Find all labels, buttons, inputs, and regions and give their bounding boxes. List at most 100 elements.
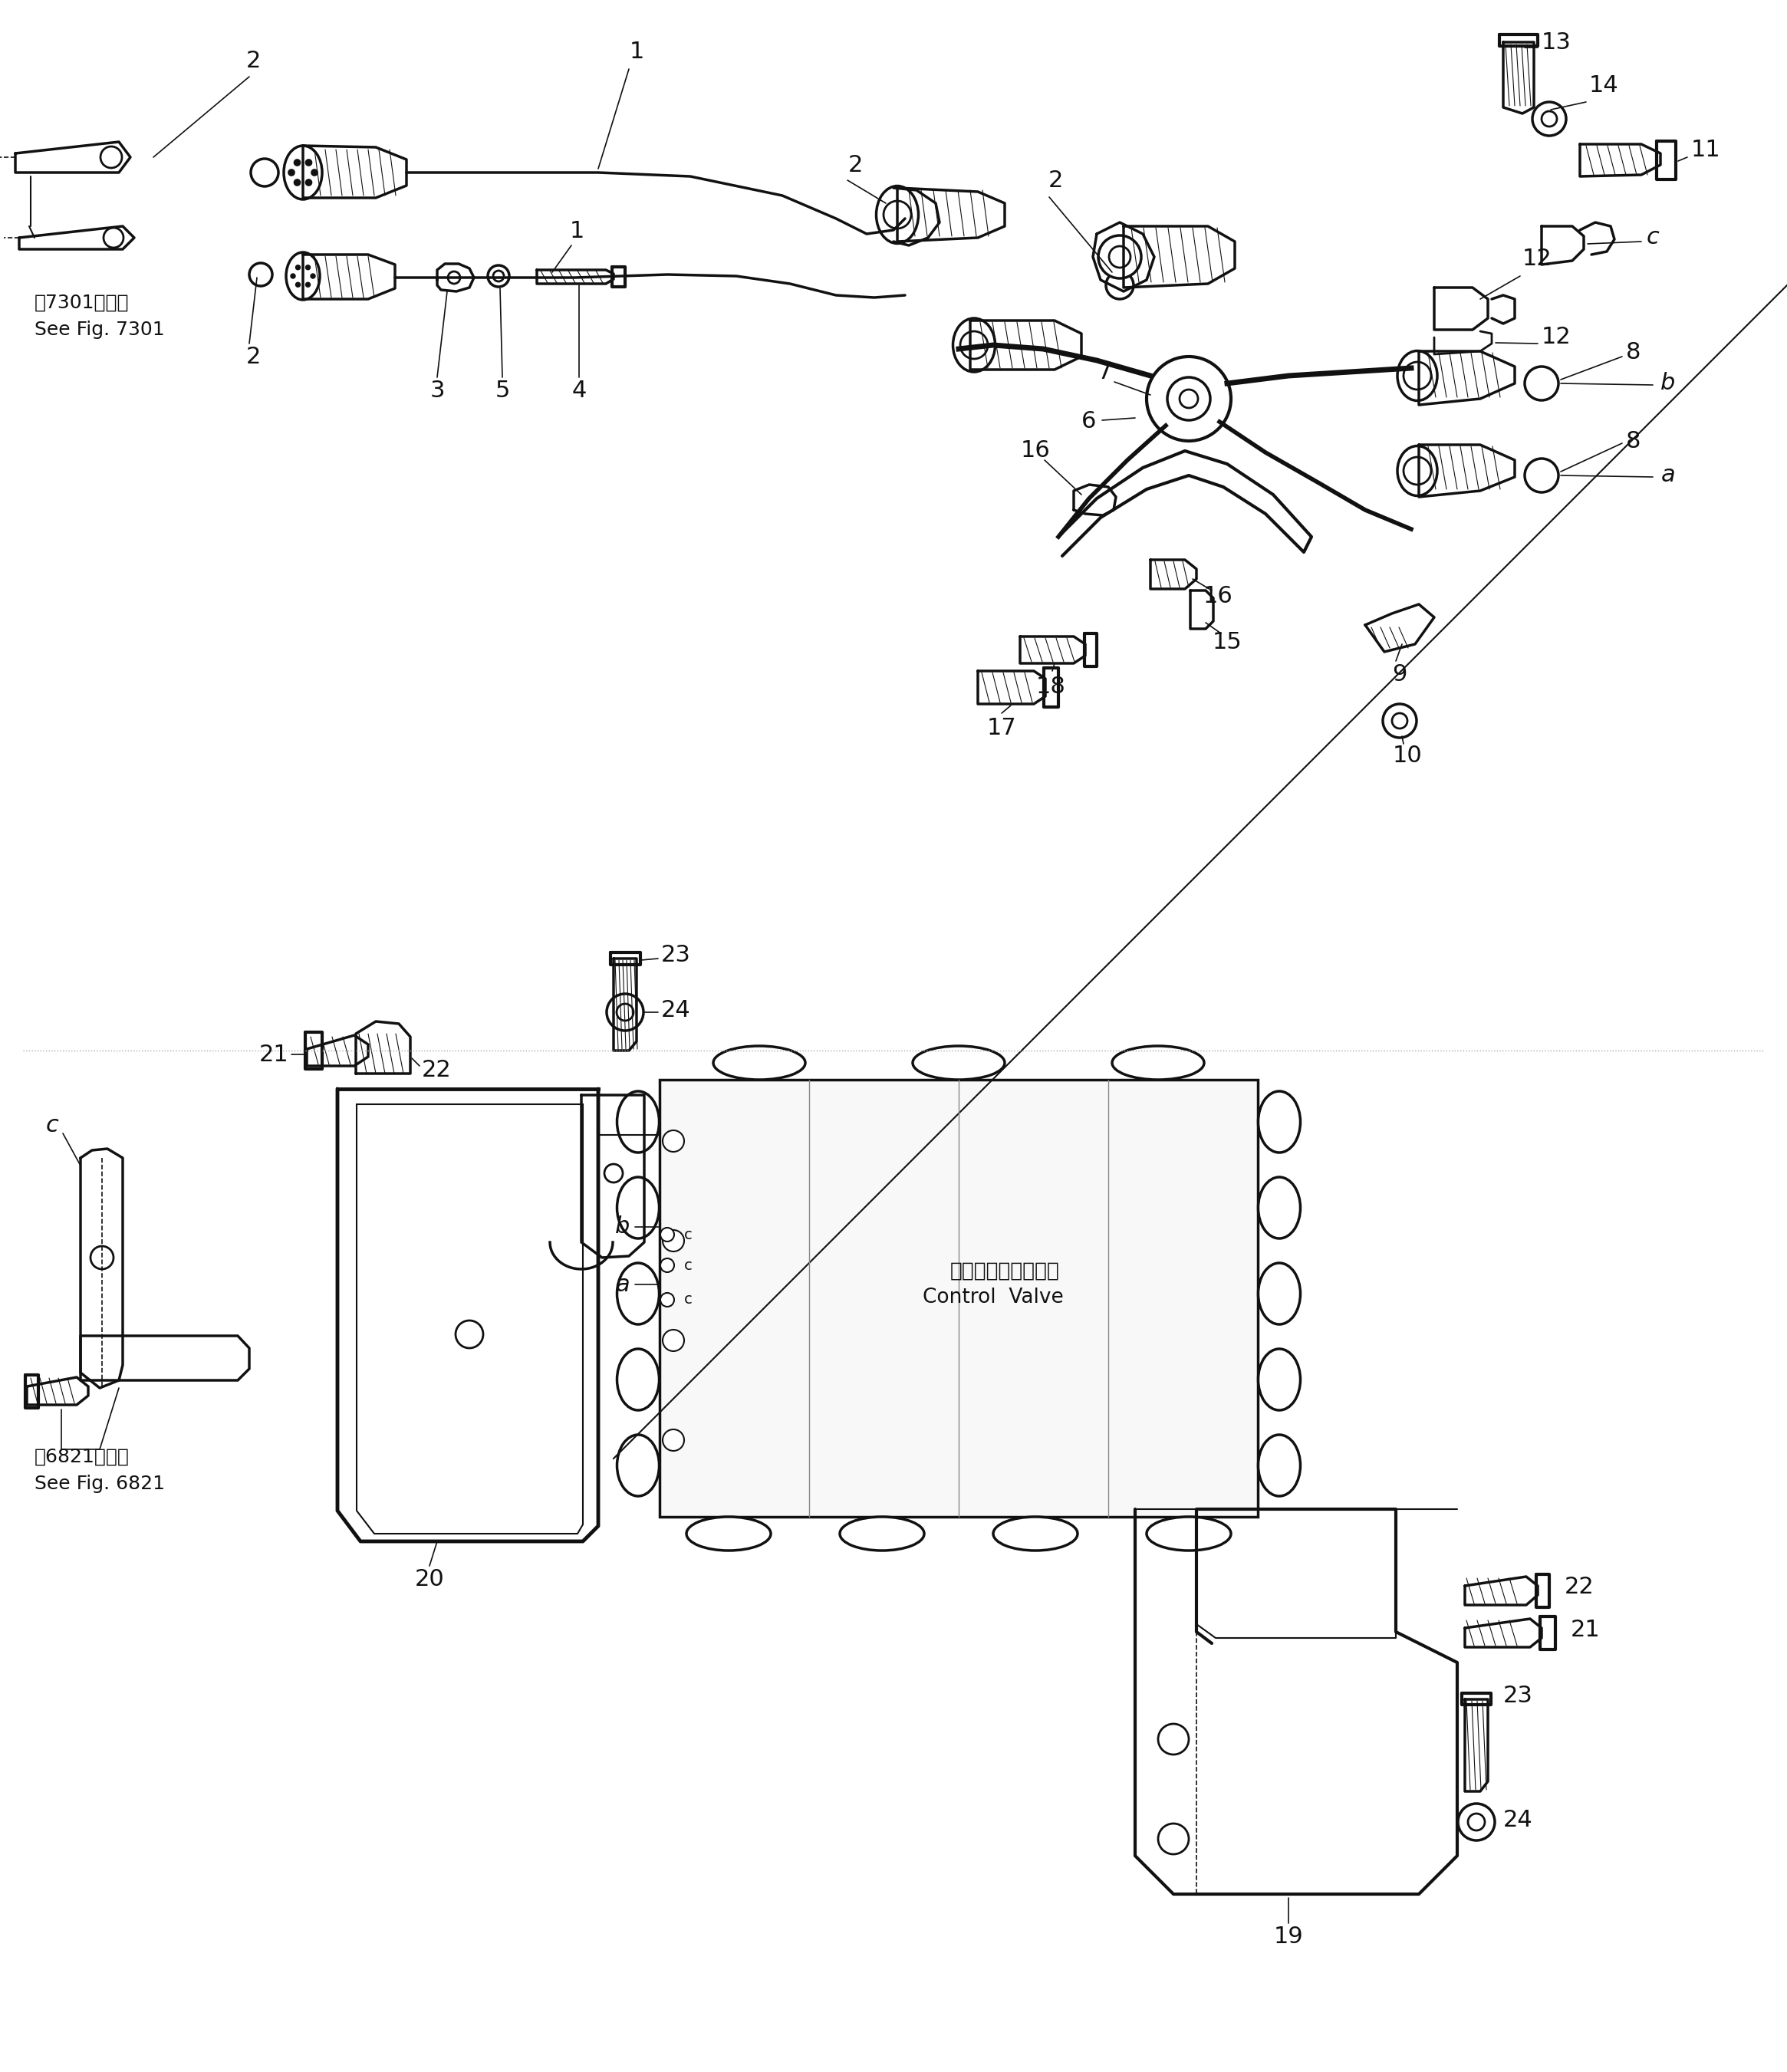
Circle shape — [1167, 377, 1210, 421]
Bar — [659, 1080, 1258, 1517]
Ellipse shape — [1258, 1264, 1301, 1324]
Ellipse shape — [876, 186, 919, 244]
Circle shape — [1106, 271, 1133, 298]
Text: 10: 10 — [1392, 744, 1422, 767]
Text: c: c — [46, 1115, 59, 1138]
Circle shape — [306, 160, 311, 166]
Circle shape — [661, 1229, 674, 1241]
Text: 22: 22 — [1565, 1577, 1594, 1598]
Circle shape — [449, 271, 461, 284]
Circle shape — [1392, 713, 1408, 729]
Circle shape — [493, 271, 504, 282]
Text: 1: 1 — [629, 41, 643, 64]
Circle shape — [288, 170, 295, 176]
Circle shape — [1467, 1813, 1485, 1830]
Text: コントロールバルブ: コントロールバルブ — [951, 1262, 1060, 1280]
Ellipse shape — [617, 1264, 659, 1324]
Circle shape — [311, 170, 318, 176]
Text: 23: 23 — [661, 943, 692, 966]
Circle shape — [960, 332, 988, 358]
Text: 18: 18 — [1036, 675, 1065, 698]
Text: 21: 21 — [259, 1044, 288, 1065]
Circle shape — [456, 1320, 482, 1349]
Text: 13: 13 — [1542, 31, 1571, 54]
Text: 23: 23 — [1503, 1685, 1533, 1707]
Circle shape — [1403, 363, 1431, 390]
Circle shape — [661, 1293, 674, 1307]
Text: 第6821図参照: 第6821図参照 — [34, 1448, 129, 1467]
Circle shape — [663, 1231, 684, 1251]
Circle shape — [100, 147, 122, 168]
Circle shape — [1403, 458, 1431, 485]
Text: 17: 17 — [986, 717, 1017, 740]
Circle shape — [295, 265, 300, 269]
Text: 2: 2 — [245, 50, 261, 73]
Circle shape — [606, 995, 643, 1030]
Ellipse shape — [1147, 1517, 1231, 1550]
Text: 3: 3 — [429, 379, 445, 402]
Ellipse shape — [1397, 350, 1437, 400]
Text: 8: 8 — [1626, 429, 1640, 452]
Circle shape — [604, 1164, 622, 1183]
Circle shape — [311, 274, 315, 278]
Text: 22: 22 — [422, 1059, 452, 1082]
Circle shape — [248, 263, 272, 286]
Text: 20: 20 — [415, 1569, 445, 1591]
Circle shape — [295, 282, 300, 288]
Ellipse shape — [617, 1349, 659, 1411]
Circle shape — [295, 160, 300, 166]
Circle shape — [663, 1430, 684, 1450]
Text: c: c — [1646, 226, 1658, 249]
Text: 24: 24 — [1503, 1809, 1533, 1832]
Circle shape — [291, 274, 295, 278]
Circle shape — [661, 1258, 674, 1272]
Circle shape — [250, 160, 279, 186]
Circle shape — [306, 180, 311, 186]
Ellipse shape — [1397, 445, 1437, 495]
Circle shape — [104, 228, 123, 249]
Ellipse shape — [1258, 1177, 1301, 1239]
Text: See Fig. 7301: See Fig. 7301 — [34, 321, 164, 340]
Ellipse shape — [952, 319, 995, 371]
Circle shape — [1542, 112, 1556, 126]
Text: 5: 5 — [495, 379, 509, 402]
Text: 24: 24 — [661, 999, 692, 1021]
Text: 14: 14 — [1589, 75, 1619, 97]
Text: b: b — [615, 1216, 631, 1239]
Text: Control  Valve: Control Valve — [922, 1287, 1063, 1307]
Text: 4: 4 — [572, 379, 586, 402]
Circle shape — [1533, 102, 1565, 137]
Text: b: b — [1660, 373, 1676, 394]
Circle shape — [1158, 1724, 1188, 1755]
Ellipse shape — [1258, 1434, 1301, 1496]
Text: 9: 9 — [1392, 663, 1406, 686]
Ellipse shape — [686, 1517, 770, 1550]
Circle shape — [306, 265, 311, 269]
Circle shape — [295, 180, 300, 186]
Text: 6: 6 — [1081, 410, 1097, 433]
Text: 11: 11 — [1691, 139, 1721, 162]
Text: See Fig. 6821: See Fig. 6821 — [34, 1475, 164, 1494]
Text: 21: 21 — [1571, 1618, 1601, 1641]
Circle shape — [663, 1330, 684, 1351]
Text: 2: 2 — [1047, 170, 1063, 191]
Ellipse shape — [617, 1434, 659, 1496]
Text: 15: 15 — [1212, 632, 1242, 655]
Circle shape — [1110, 247, 1131, 267]
Circle shape — [663, 1131, 684, 1152]
Text: a: a — [1660, 464, 1676, 487]
Text: 1: 1 — [570, 220, 584, 242]
Ellipse shape — [617, 1092, 659, 1152]
Circle shape — [1383, 704, 1417, 738]
Circle shape — [91, 1245, 114, 1270]
Text: 第7301図参照: 第7301図参照 — [34, 294, 129, 313]
Ellipse shape — [840, 1517, 924, 1550]
Circle shape — [488, 265, 509, 286]
Circle shape — [617, 1003, 634, 1021]
Ellipse shape — [1112, 1046, 1204, 1080]
Text: 12: 12 — [1523, 249, 1553, 269]
Ellipse shape — [284, 145, 322, 199]
Circle shape — [1099, 236, 1142, 278]
Circle shape — [1524, 458, 1558, 493]
Ellipse shape — [1258, 1349, 1301, 1411]
